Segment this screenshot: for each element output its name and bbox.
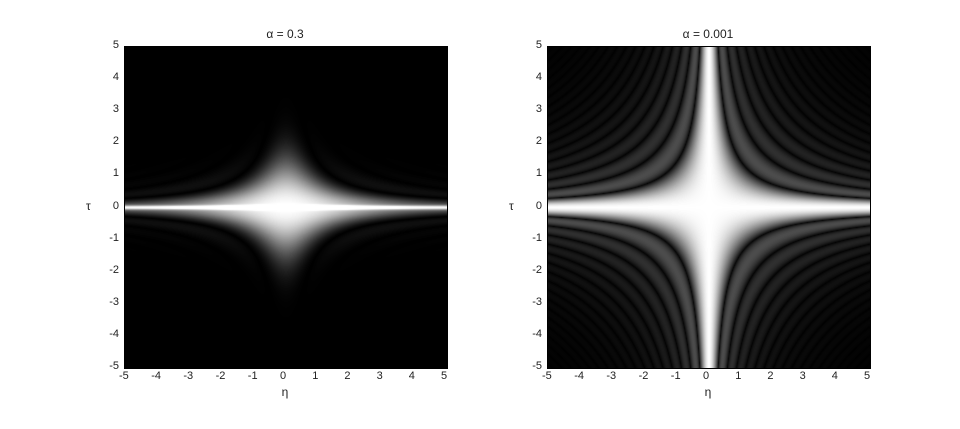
x-tick-label: 3 [376,370,383,382]
heatmap-image [124,46,448,369]
x-tick-label: -1 [247,370,258,382]
y-tick-label: 3 [535,103,542,116]
x-tick-label: 4 [831,370,838,382]
heatmap-image [547,46,871,369]
y-tick-label: 3 [112,103,119,116]
x-tick-label: -4 [151,370,161,382]
y-tick-label: 4 [112,71,119,84]
y-axis-label: τ [509,198,514,213]
y-tick-label: 4 [535,71,542,84]
x-tick-label: 3 [799,370,806,382]
x-tick-label: -1 [670,370,681,382]
y-tick-label: -4 [109,327,119,340]
x-axis-label: η [704,385,712,399]
x-tick-label: 1 [312,370,319,382]
y-axis-label: τ [86,198,91,213]
x-tick-label: 1 [735,370,742,382]
y-tick-label: 5 [112,39,119,51]
x-tick-label: 0 [703,370,710,382]
x-tick-label: -3 [183,370,194,382]
y-tick-label: -2 [532,263,542,276]
y-tick-label: -3 [532,295,542,308]
y-tick-label: -5 [532,360,542,372]
x-tick-label: -2 [215,370,226,382]
y-tick-label: -3 [109,295,119,308]
y-tick-label: -5 [109,360,119,372]
x-tick-label: -4 [574,370,584,382]
x-axis-label: η [281,385,289,399]
y-tick-label: 5 [535,39,542,51]
x-tick-label: 0 [280,370,287,382]
y-tick-label: 0 [112,199,119,212]
x-tick-label: -5 [542,370,552,382]
x-tick-label: -2 [638,370,649,382]
chart-title: α = 0.001 [682,27,734,41]
y-tick-label: 0 [535,199,542,212]
y-tick-label: -1 [532,231,542,244]
x-tick-label: 2 [767,370,774,382]
x-tick-label: 4 [408,370,415,382]
y-tick-label: -4 [532,327,542,340]
y-tick-label: 2 [535,135,542,148]
x-tick-label: 5 [441,370,448,382]
x-tick-label: -3 [606,370,617,382]
x-tick-label: -5 [119,370,129,382]
y-tick-label: -1 [109,231,119,244]
x-tick-label: 2 [344,370,351,382]
chart-title: α = 0.3 [266,27,304,41]
y-tick-label: 1 [535,167,542,180]
y-tick-label: 2 [112,135,119,148]
y-tick-label: -2 [109,263,119,276]
x-tick-label: 5 [864,370,871,382]
y-tick-label: 1 [112,167,119,180]
